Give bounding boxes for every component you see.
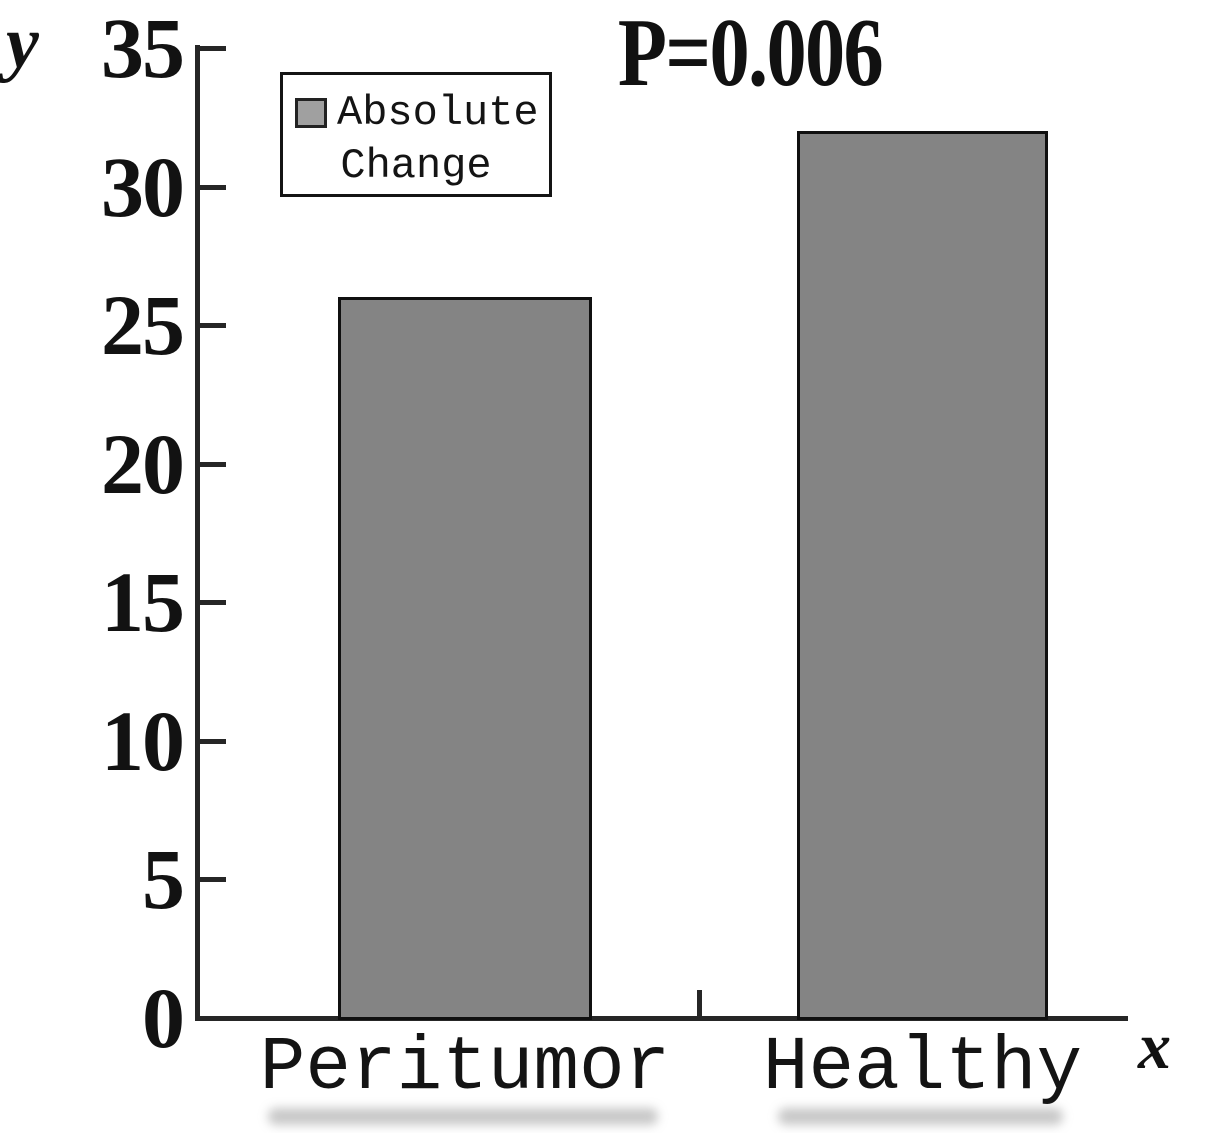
legend: Absolute Change: [280, 72, 552, 197]
y-tick-mark: [199, 323, 226, 329]
bar-peritumor: [338, 297, 592, 1020]
y-tick-label: 25: [101, 277, 185, 374]
y-tick-label: 10: [101, 692, 185, 789]
y-axis-line: [195, 45, 200, 1021]
y-tick-mark: [199, 46, 226, 51]
x-tick-label-peritumor: Peritumor: [259, 1025, 671, 1111]
y-tick-label: 35: [101, 0, 185, 96]
x-axis-tick: [697, 990, 702, 1017]
x-axis-title: x: [1138, 1010, 1171, 1083]
bar-healthy: [797, 131, 1048, 1020]
y-tick-mark: [199, 600, 226, 606]
y-tick-mark: [199, 461, 226, 467]
legend-entry: Absolute: [295, 92, 549, 134]
print-ghost-artifact: [268, 1108, 658, 1125]
y-tick-label: 0: [142, 970, 185, 1066]
y-tick-label: 15: [101, 554, 185, 651]
y-axis-title: y: [6, 2, 39, 84]
y-tick-label: 30: [101, 138, 185, 235]
y-tick-mark: [199, 738, 226, 744]
y-tick-label: 20: [101, 415, 185, 512]
p-value-annotation: P=0.006: [617, 0, 884, 107]
print-ghost-artifact: [778, 1108, 1063, 1125]
legend-label-line2: Change: [340, 142, 492, 190]
legend-label-line1: Absolute: [337, 89, 539, 137]
y-tick-mark: [199, 877, 226, 883]
y-tick-label: 5: [142, 831, 185, 928]
legend-swatch-icon: [295, 98, 327, 128]
x-axis-line: [195, 1016, 1128, 1021]
x-tick-label-healthy: Healthy: [762, 1025, 1083, 1111]
y-tick-mark: [199, 184, 226, 190]
